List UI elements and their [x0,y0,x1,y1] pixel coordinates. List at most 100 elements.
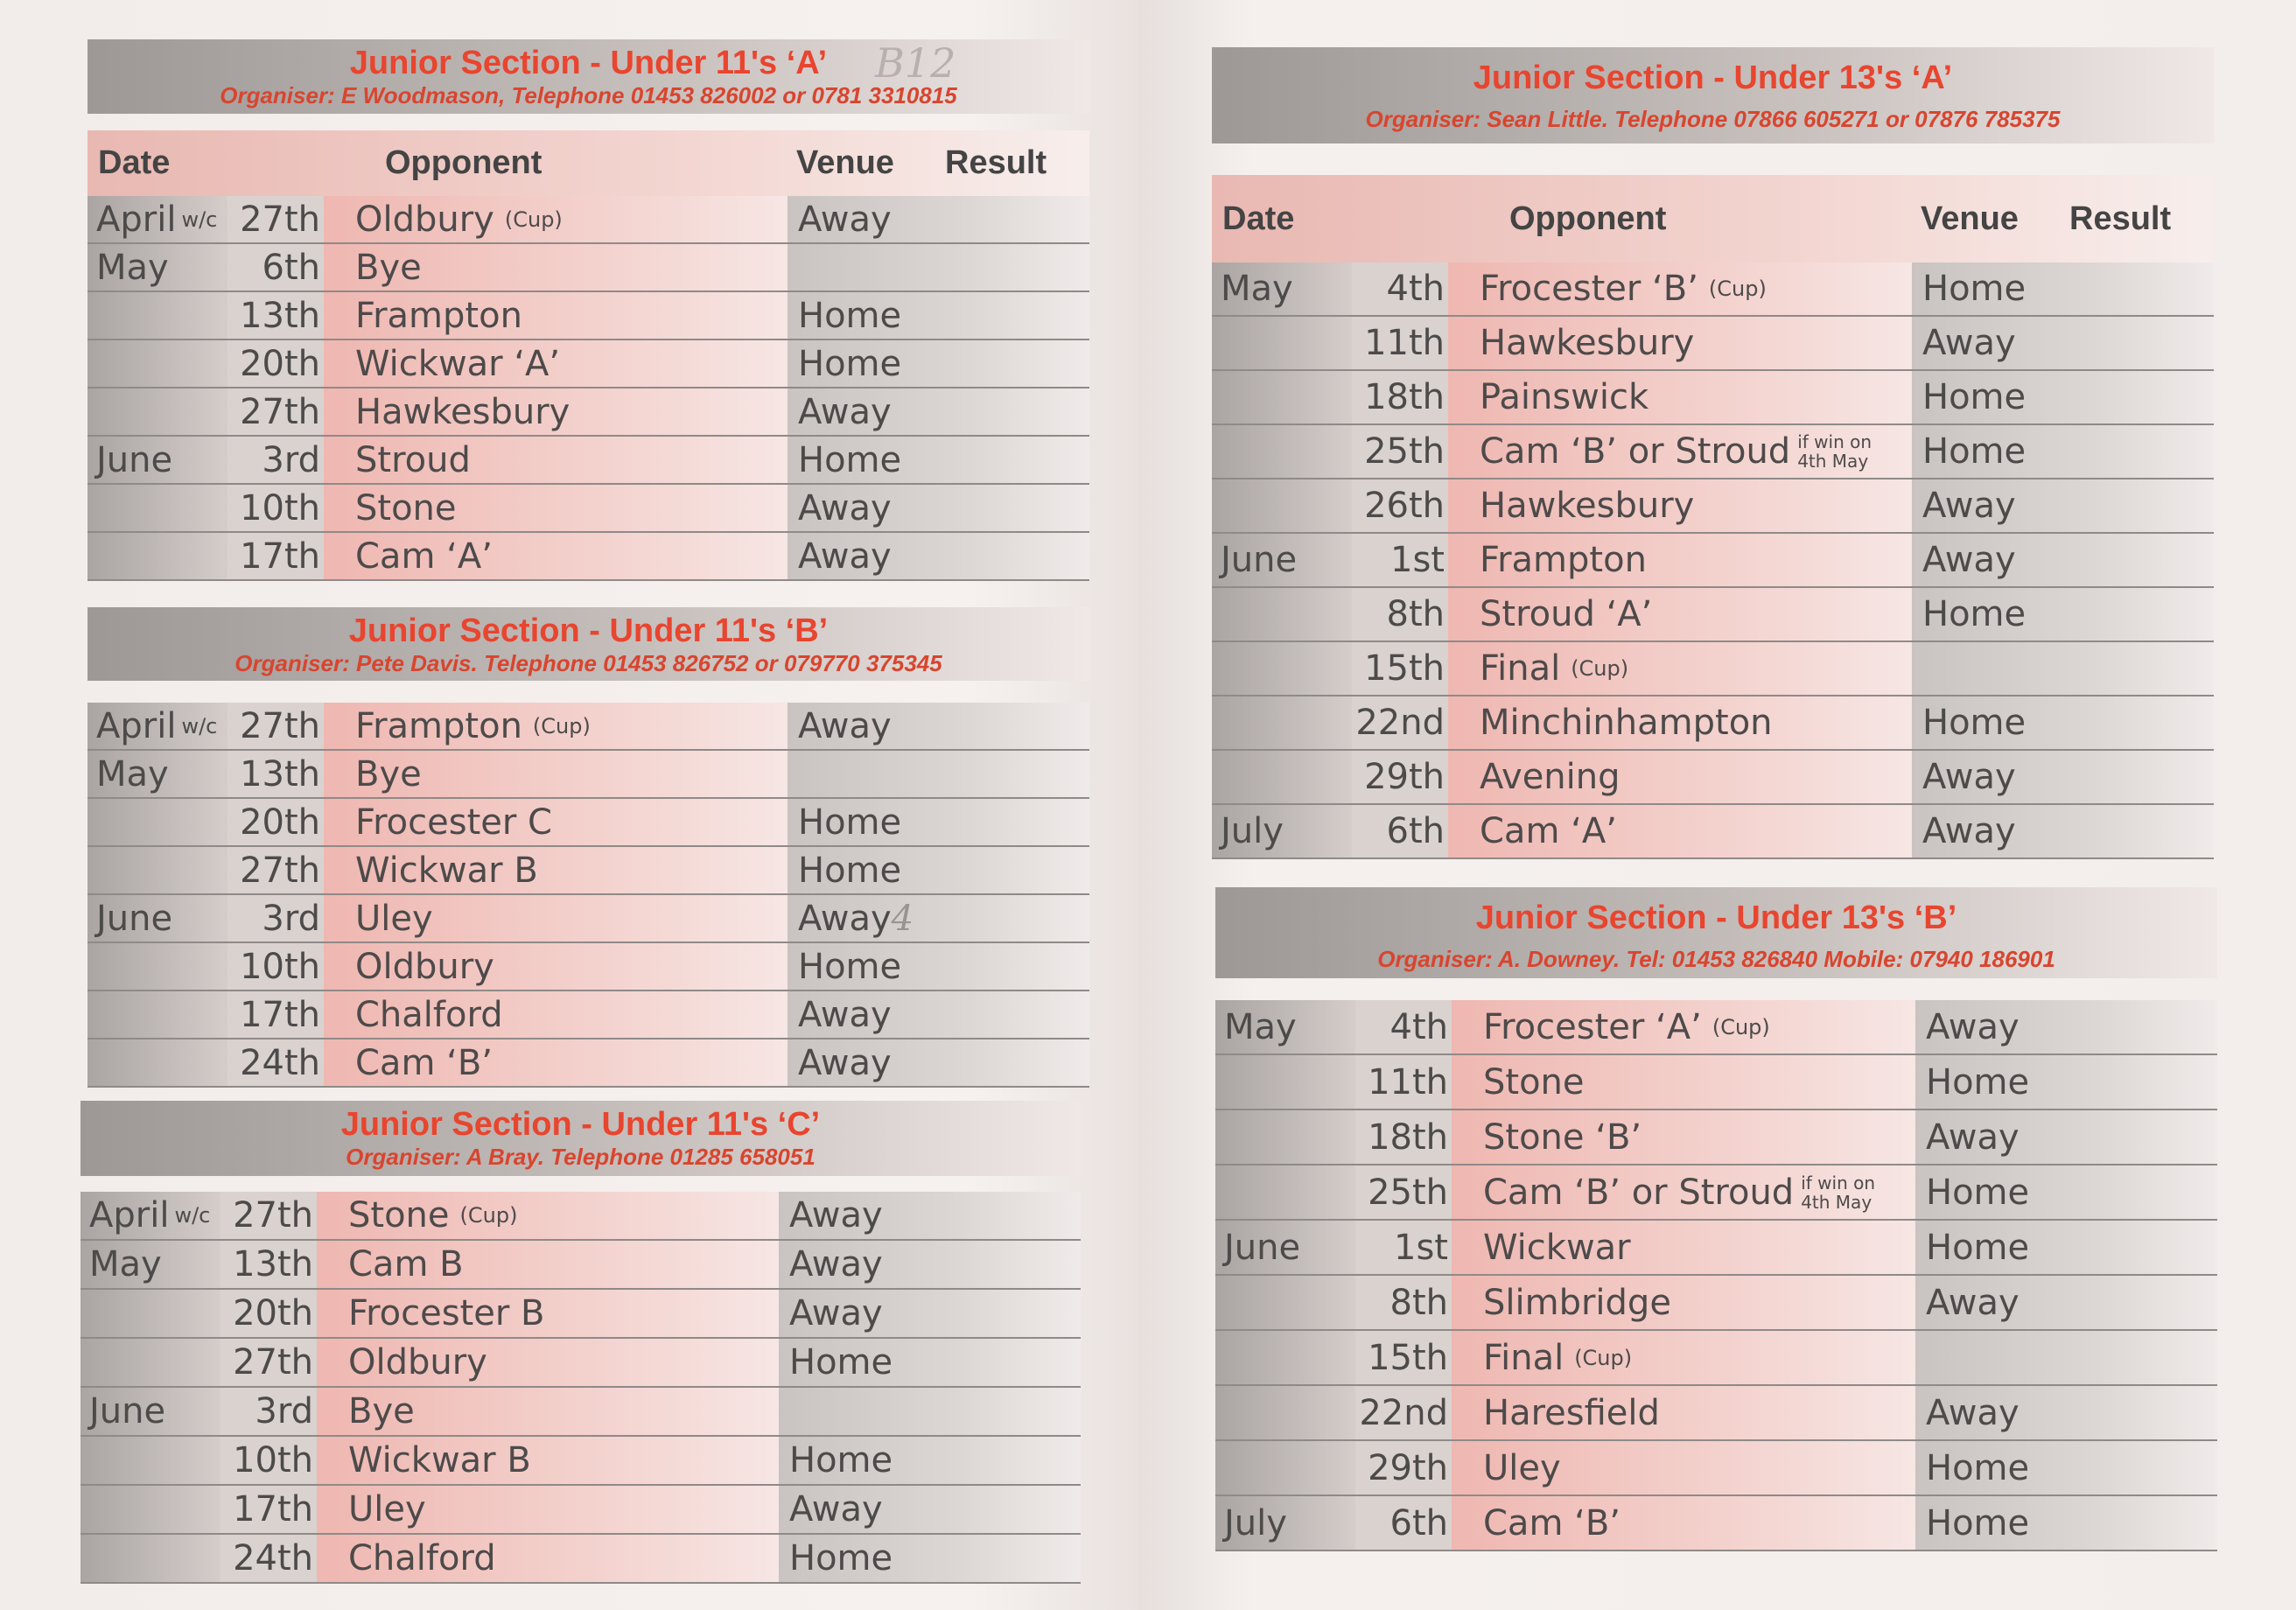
venue: Away [798,1042,892,1083]
fixture-row: 8th Slimbridge Away [1215,1276,2217,1331]
opponent-name: Frocester C [355,802,552,843]
opponent-name: Bye [355,247,422,288]
opponent-cell: Hawkesbury [1448,480,1912,532]
fixture-list: April w/c 27th Frampton (Cup) Away May 13th Bye 2… [88,703,1089,1088]
venue-cell: Away [788,991,1089,1038]
month [1212,480,1352,532]
fixture-row: 8th Stroud ‘A’ Home [1212,588,2214,642]
venue-cell: Away [1912,480,2214,532]
section-title: Junior Section - Under 11's ‘C’ [340,1106,821,1143]
month [1212,751,1352,803]
fixture-section-u11c: Junior Section - Under 11's ‘C’ Organiser… [80,1101,1081,1584]
month-label: July [1221,811,1284,851]
month-label: April [96,199,177,240]
venue: Away [789,1195,883,1236]
opponent-cell: Bye [324,751,788,797]
day: 1st [1352,534,1448,586]
date-cell: April w/c 27th [80,1192,317,1239]
opponent-name: Chalford [355,994,503,1035]
fixture-row: April w/c 27th Frampton (Cup) Away [88,703,1089,751]
section-header: Junior Section - Under 11's ‘C’ Organiser… [80,1101,1081,1176]
cup-tag: (Cup) [1571,656,1629,681]
month [1215,1441,1355,1494]
venue-cell: Home [1915,1496,2217,1550]
opponent-name: Oldbury [355,946,494,987]
venue: Home [789,1538,893,1578]
day: 25th [1352,425,1448,478]
organiser-info: Organiser: A Bray. Telephone 01285 65805… [346,1144,816,1170]
venue-cell: Home [779,1437,1081,1484]
date-cell: 25th [1215,1166,1452,1219]
opponent-cell: Cam ‘B’ [324,1040,788,1086]
day: 10th [228,485,324,531]
opponent-name: Hawkesbury [1480,486,1695,526]
day: 15th [1352,642,1448,695]
opponent-name: Cam ‘A’ [1480,811,1617,851]
month [88,943,228,990]
day: 27th [228,847,324,893]
date-cell: June 1st [1212,534,1448,586]
venue-cell: Away [788,485,1089,531]
venue-cell [779,1388,1081,1435]
cup-tag: (Cup) [1708,276,1767,301]
day: 17th [228,533,324,579]
venue: Home [1922,269,2026,309]
section-header: Junior Section - Under 13's ‘B’ Organiser… [1215,887,2217,978]
venue-cell: Away [788,1040,1089,1086]
column-header-row: Date Opponent Venue Result [1212,175,2214,262]
month: May [80,1241,220,1288]
venue: Home [798,946,902,987]
fixture-row: July 6th Cam ‘B’ Home [1215,1496,2217,1551]
opponent-name: Chalford [348,1538,496,1578]
fixture-row: June 1st Frampton Away [1212,534,2214,588]
opponent-name: Painswick [1480,377,1649,417]
fixture-row: June 1st Wickwar Home [1215,1221,2217,1276]
venue: Away [798,199,892,240]
opponent-name: Bye [348,1391,415,1432]
fixture-row: 20th Wickwar ‘A’ Home [88,340,1089,388]
opponent-cell: Haresfield [1452,1386,1915,1439]
date-cell: 17th [88,991,324,1038]
fixture-row: 24th Cam ‘B’ Away [88,1040,1089,1088]
opponent-name: Stroud ‘A’ [1480,594,1653,634]
venue: Home [1926,1227,2030,1268]
month [80,1535,220,1582]
opponent-name: Avening [1480,757,1620,797]
month-label: July [1224,1502,1287,1544]
day: 29th [1355,1441,1452,1494]
venue-cell: Away [1912,534,2214,586]
venue-cell [1915,1331,2217,1384]
day: 24th [228,1040,324,1086]
column-header-result: Result [945,144,1047,181]
fixture-list: April w/c 27th Oldbury (Cup) Away May 6th Bye 13t… [88,196,1089,581]
organiser-info: Organiser: Sean Little. Telephone 07866 … [1365,106,2061,132]
opponent-cell: Painswick [1448,371,1912,424]
venue: Home [798,439,902,480]
day: 8th [1352,588,1448,640]
venue: Home [789,1342,893,1382]
week-commencing-label: w/c [181,206,218,232]
venue-cell: Away [788,533,1089,579]
fixture-section-u13a: Junior Section - Under 13's ‘A’ Organiser… [1212,47,2214,859]
day: 27th [228,388,324,435]
fixture-row: 17th Chalford Away [88,991,1089,1040]
month-label: June [96,439,173,480]
month [1212,425,1352,478]
day: 15th [1355,1331,1452,1384]
organiser-info: Organiser: A. Downey. Tel: 01453 826840 … [1377,946,2055,972]
opponent-name: Wickwar [1483,1227,1631,1268]
venue: Away [1926,1392,2020,1433]
venue: Home [1922,377,2026,417]
opponent-name: Hawkesbury [1480,323,1695,363]
fixture-row: July 6th Cam ‘A’ Away [1212,805,2214,859]
venue-cell [788,244,1089,290]
opponent-name: Cam ‘B’ or Stroud [1480,431,1791,472]
opponent-cell: Final (Cup) [1452,1331,1915,1384]
month [80,1486,220,1533]
venue: Away [789,1293,883,1334]
month [1215,1055,1355,1109]
section-title: Junior Section - Under 13's ‘A’ [1473,60,1953,96]
date-cell: May 4th [1212,262,1448,315]
venue: Home [789,1440,893,1480]
fixture-row: 11th Stone Home [1215,1055,2217,1110]
